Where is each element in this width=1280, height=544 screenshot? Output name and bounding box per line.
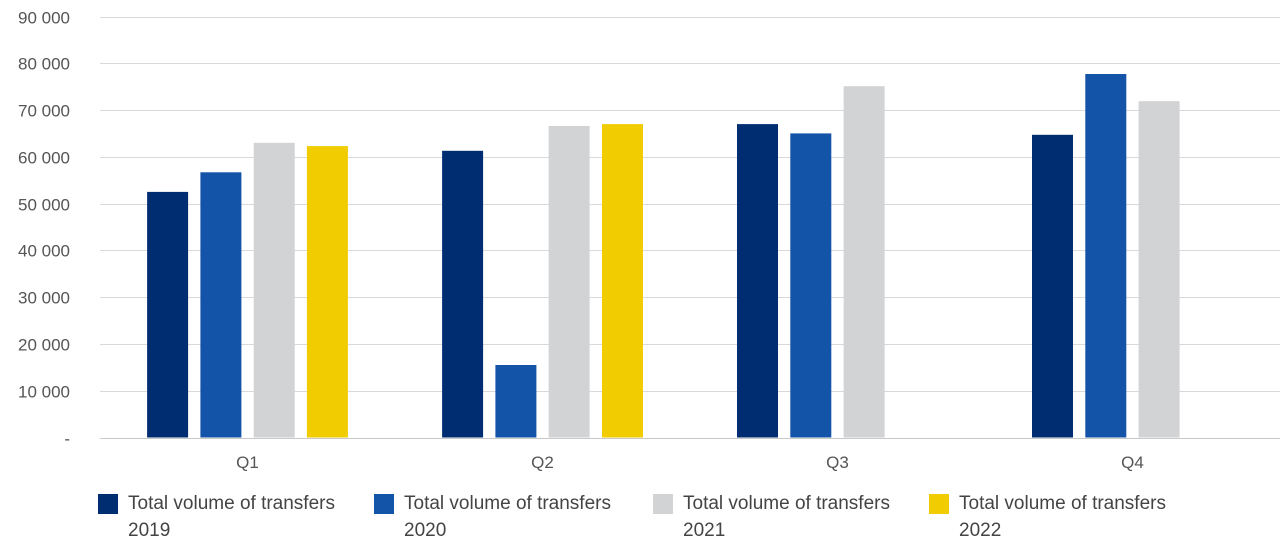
bar-q2-series-4 [602,124,643,438]
legend-swatch [929,494,949,514]
y-tick-label: 20 000 [18,336,70,355]
bar-q1-series-3 [253,142,295,438]
y-tick-label: 60 000 [18,149,70,168]
legend-label: Total volume of transfers 2019 [128,493,335,541]
y-axis-ticks: - 10 000 20 000 30 000 40 000 50 000 60 000 70 … [18,9,70,449]
y-tick-label: 90 000 [18,9,70,28]
legend-swatch [653,494,673,514]
legend-swatch [374,494,394,514]
bar-q2-series-3 [548,126,590,438]
y-tick-label: 50 000 [18,196,70,215]
x-axis-ticks: Q1 Q2 Q3 Q4 [236,453,1144,472]
y-tick-label: 70 000 [18,102,70,121]
legend-item: Total volume of transfers 2019 [98,490,368,544]
legend-label: Total volume of transfers 2020 [404,493,611,541]
bar-q1-series-4 [306,146,348,438]
gridlines [100,17,1280,439]
bar-q1-series-2 [200,172,242,438]
bar-q2-series-1 [442,150,484,438]
legend-item: Total volume of transfers 2022 [929,490,1199,544]
bar-chart: - 10 000 20 000 30 000 40 000 50 000 60 000 70 … [18,9,1280,472]
y-tick-label: 30 000 [18,289,70,308]
legend-label: Total volume of transfers 2022 [959,493,1166,541]
y-tick-label: 80 000 [18,55,70,74]
y-tick-label: - [64,430,70,449]
legend-item: Total volume of transfers 2021 [653,490,923,544]
bar-q4-series-2 [1085,74,1127,438]
legend-label: Total volume of transfers 2021 [683,493,890,541]
legend: Total volume of transfers 2019 Total volu… [0,490,1280,543]
bar-q4-series-1 [1032,134,1073,438]
bar-q3-series-3 [843,86,885,438]
y-tick-label: 10 000 [18,383,70,402]
bar-q1-series-1 [147,191,189,438]
bar-q3-series-1 [737,124,778,438]
x-tick-label: Q3 [826,453,849,472]
bars [147,74,1180,438]
x-tick-label: Q1 [236,453,259,472]
bar-q2-series-2 [495,365,537,438]
x-tick-label: Q4 [1121,453,1144,472]
legend-swatch [98,494,118,514]
legend-item: Total volume of transfers 2020 [374,490,644,544]
bar-q3-series-2 [790,133,832,438]
bar-q4-series-3 [1138,101,1180,438]
y-tick-label: 40 000 [18,242,70,261]
x-tick-label: Q2 [531,453,554,472]
